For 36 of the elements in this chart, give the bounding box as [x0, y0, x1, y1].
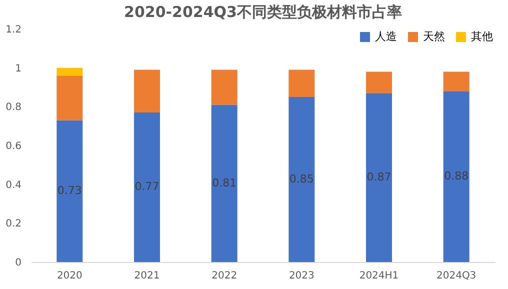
- bar: [56, 68, 83, 76]
- bar: [56, 76, 83, 120]
- y-tick-label: 0.2: [6, 218, 22, 230]
- bar: [288, 70, 315, 97]
- bar: [211, 70, 238, 105]
- y-tick-label: 1: [15, 63, 22, 74]
- data-label: 0.88: [444, 170, 469, 183]
- bar: [211, 104, 238, 262]
- y-tick-label: 0.6: [6, 141, 22, 152]
- x-tick-label: 2020: [56, 270, 82, 282]
- bar: [134, 112, 160, 262]
- legend-label: 天然: [423, 30, 445, 43]
- x-tick-label: 2024H1: [359, 270, 399, 282]
- data-label: 0.85: [289, 172, 314, 186]
- y-tick-label: 1.2: [6, 24, 22, 36]
- bar: [288, 96, 315, 262]
- data-label: 0.73: [57, 184, 82, 198]
- chart-title: 2020-2024Q3不同类型负极材料市占率: [124, 3, 402, 21]
- legend-label: 人造: [375, 30, 397, 43]
- bar: [366, 93, 392, 262]
- y-tick-label: 0.4: [6, 180, 22, 191]
- bar: [56, 120, 83, 262]
- bar: [366, 72, 392, 94]
- x-tick-label: 2022: [212, 270, 238, 282]
- data-label: 0.81: [212, 176, 237, 190]
- legend-label: 其他: [471, 30, 493, 43]
- x-tick-label: 2021: [134, 270, 160, 282]
- bar: [134, 70, 160, 112]
- bar: [443, 91, 470, 262]
- y-tick-label: 0: [15, 258, 22, 268]
- data-label: 0.87: [366, 170, 392, 184]
- x-tick-label: 2024Q3: [436, 270, 476, 282]
- x-tick-label: 2023: [288, 270, 314, 282]
- y-tick-label: 0.8: [6, 102, 22, 114]
- data-label: 0.77: [134, 180, 160, 194]
- bar: [443, 72, 470, 92]
